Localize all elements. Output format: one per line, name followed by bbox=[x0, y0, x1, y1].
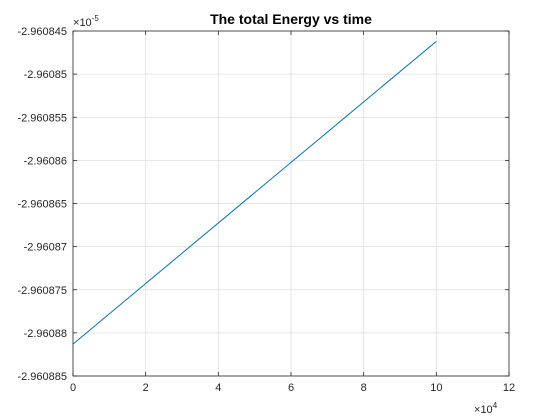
x-tick-label: 2 bbox=[143, 382, 149, 394]
tick-marks bbox=[72, 30, 510, 377]
y-tick-label: -2.96088 bbox=[24, 328, 67, 340]
x-multiplier-times: × bbox=[474, 404, 480, 416]
y-tick-label: -2.960865 bbox=[17, 199, 67, 211]
x-multiplier-base: 10 bbox=[480, 404, 492, 416]
chart-title: The total Energy vs time bbox=[210, 11, 372, 27]
x-tick-label: 4 bbox=[215, 382, 221, 394]
y-tick-label: -2.960855 bbox=[17, 112, 67, 124]
y-multiplier-times: × bbox=[73, 17, 79, 29]
y-multiplier-exponent: -5 bbox=[92, 14, 100, 23]
series-line-0 bbox=[72, 40, 437, 345]
x-tick-label: 0 bbox=[70, 382, 76, 394]
x-tick-label: 12 bbox=[503, 382, 515, 394]
x-tick-label: 8 bbox=[361, 382, 367, 394]
y-axis-multiplier: ×10-5 bbox=[73, 14, 99, 29]
y-tick-label: -2.960845 bbox=[17, 26, 67, 38]
y-tick-label: -2.960885 bbox=[17, 371, 67, 383]
y-tick-label: -2.960875 bbox=[17, 285, 67, 297]
y-tick-label: -2.96085 bbox=[24, 69, 67, 81]
y-tick-label: -2.96087 bbox=[24, 242, 67, 254]
y-tick-label: -2.96086 bbox=[24, 155, 67, 167]
series-layer bbox=[72, 40, 437, 345]
x-axis-multiplier: ×104 bbox=[474, 401, 498, 416]
tick-labels: 0 2 4 6 8 10 12 -2.960885 -2.96088 -2.960875 -2.96… bbox=[17, 26, 515, 394]
y-multiplier-base: 10 bbox=[79, 17, 91, 29]
x-tick-label: 10 bbox=[430, 382, 442, 394]
x-tick-label: 6 bbox=[288, 382, 294, 394]
x-multiplier-exponent: 4 bbox=[493, 401, 498, 410]
